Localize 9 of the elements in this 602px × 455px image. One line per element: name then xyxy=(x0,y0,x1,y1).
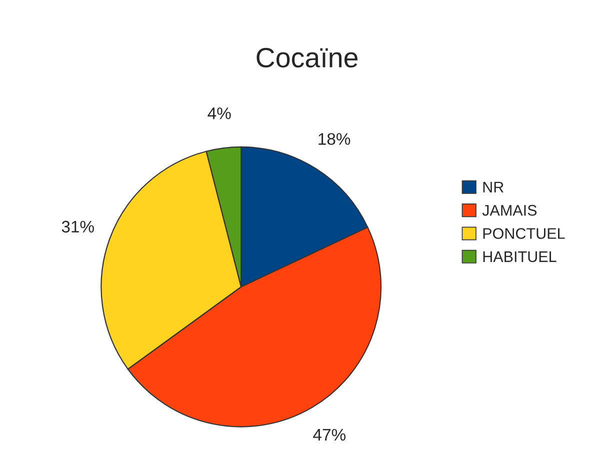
legend-label: JAMAIS xyxy=(482,204,537,216)
legend-label: NR xyxy=(483,182,504,192)
data-label: 4% xyxy=(208,108,231,120)
data-label: 47% xyxy=(313,428,346,441)
chart-title: Cocaïne xyxy=(256,48,358,68)
data-label: 31% xyxy=(62,220,94,233)
legend-label: PONCTUEL xyxy=(483,228,565,239)
legend-label: HABITUEL xyxy=(483,251,556,262)
data-label: 18% xyxy=(318,133,350,145)
